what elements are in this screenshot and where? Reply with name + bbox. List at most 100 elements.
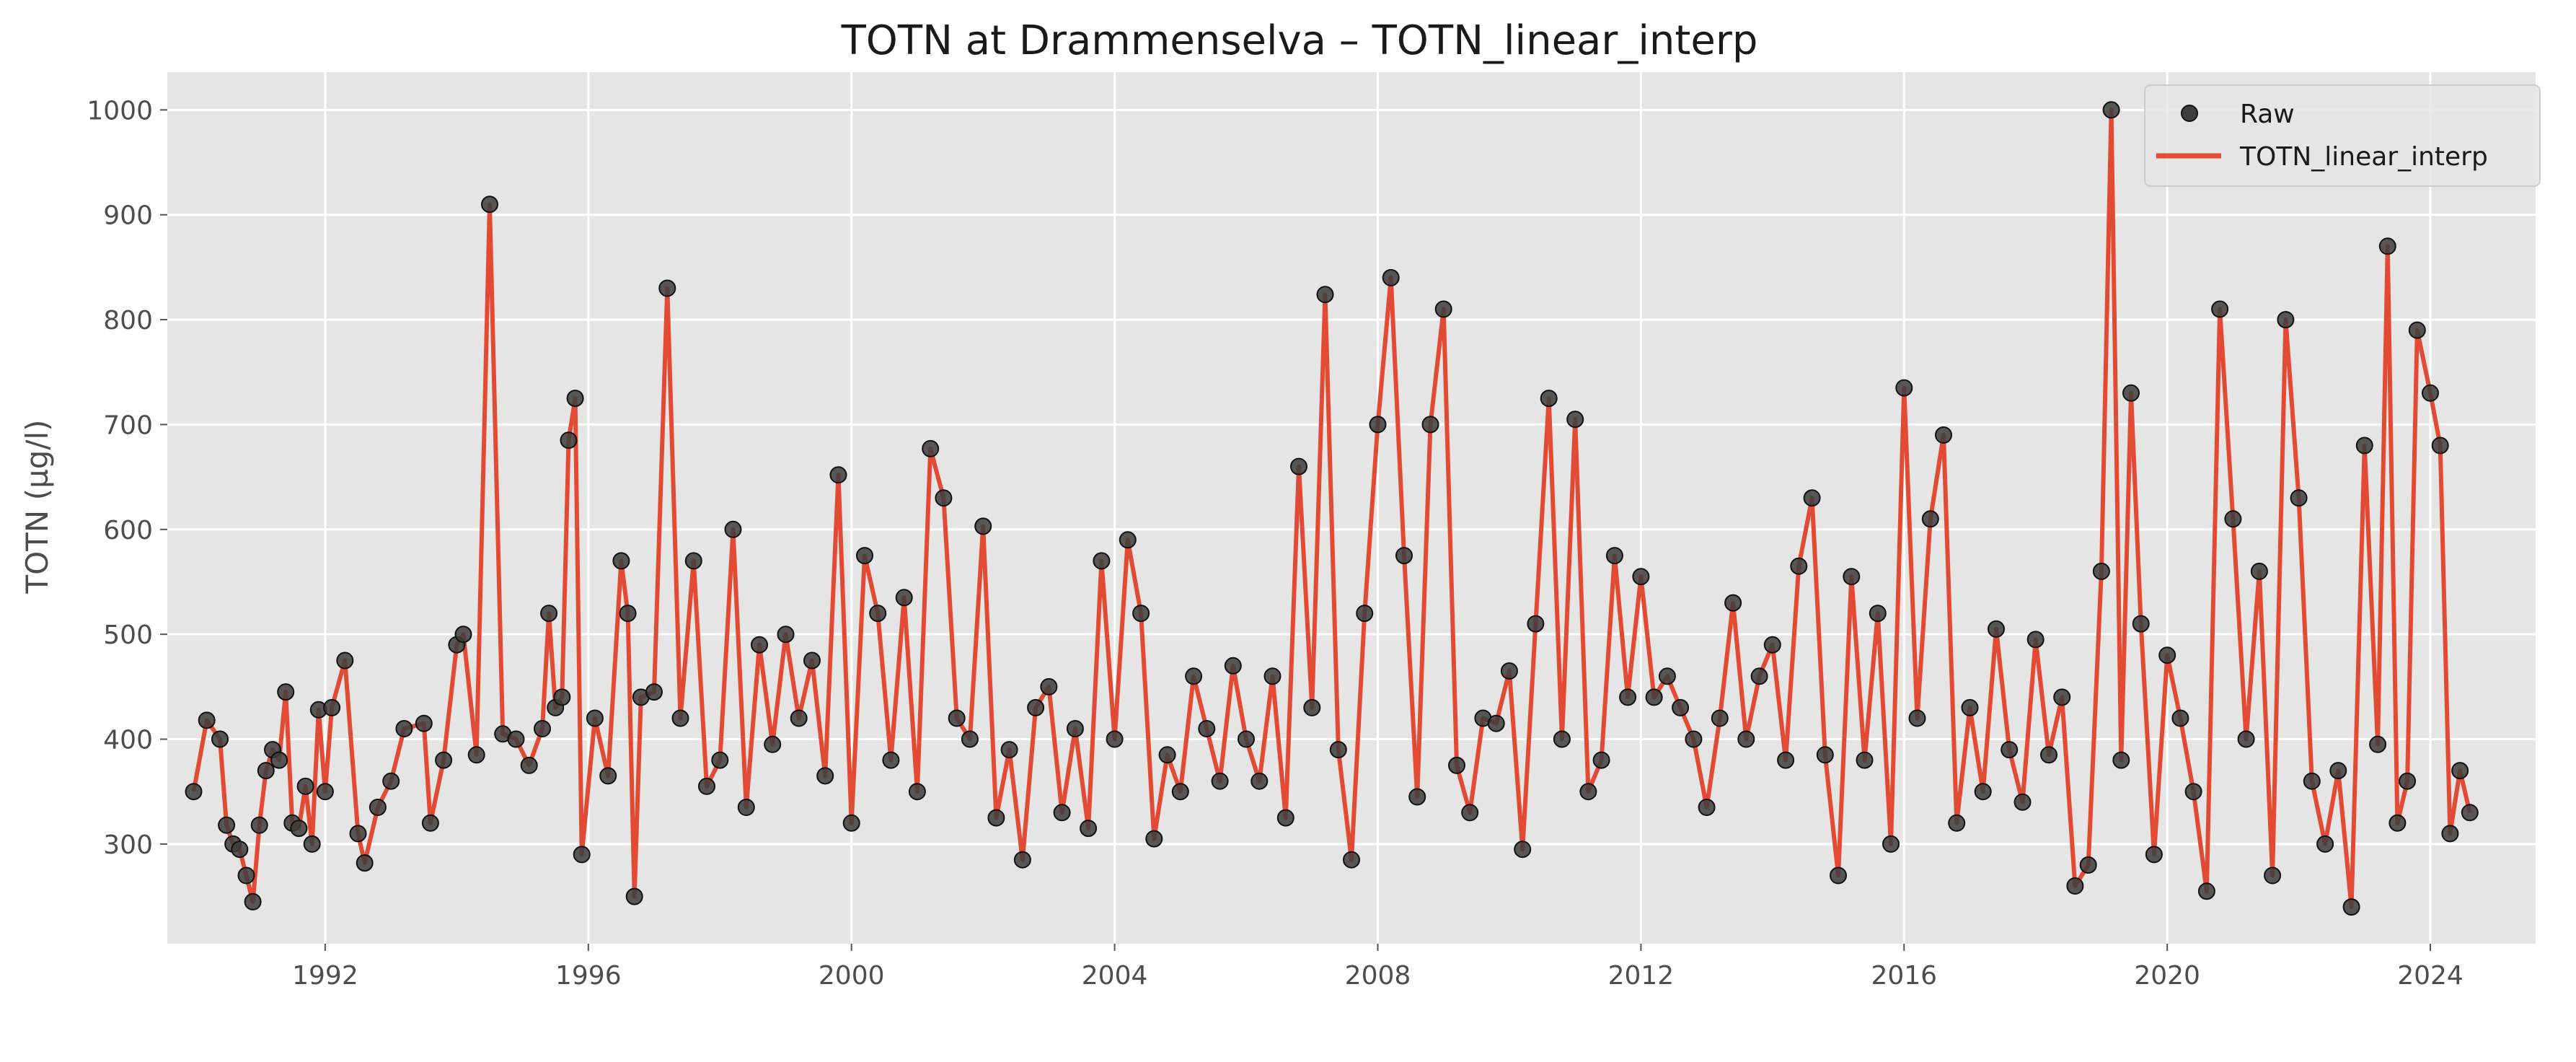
raw-point bbox=[1382, 268, 1400, 286]
raw-point bbox=[599, 767, 617, 785]
raw-point bbox=[1948, 814, 1966, 832]
raw-point bbox=[1816, 746, 1834, 764]
raw-point bbox=[534, 720, 551, 737]
raw-point bbox=[1974, 783, 1992, 801]
raw-point bbox=[277, 683, 295, 701]
raw-point bbox=[724, 520, 742, 538]
raw-point bbox=[2197, 882, 2215, 900]
raw-point bbox=[1724, 594, 1742, 612]
raw-point bbox=[1830, 866, 1847, 885]
raw-point bbox=[2132, 615, 2150, 633]
raw-point bbox=[2171, 709, 2189, 727]
raw-point bbox=[1777, 751, 1795, 769]
raw-point bbox=[711, 751, 729, 769]
raw-point bbox=[1211, 772, 1229, 790]
raw-point bbox=[2224, 510, 2242, 528]
raw-point bbox=[2112, 751, 2130, 769]
raw-point bbox=[1988, 620, 2005, 638]
raw-point bbox=[1685, 730, 1703, 748]
raw-point bbox=[1645, 688, 1663, 706]
raw-point bbox=[1592, 751, 1610, 769]
x-tick-label: 2012 bbox=[1608, 961, 1675, 991]
raw-point bbox=[237, 866, 255, 885]
raw-point bbox=[1658, 667, 1676, 685]
raw-point bbox=[1487, 714, 1505, 732]
raw-point bbox=[395, 720, 413, 737]
raw-point bbox=[1356, 605, 1374, 623]
raw-point bbox=[1803, 489, 1821, 507]
raw-point bbox=[829, 466, 847, 484]
raw-point bbox=[1514, 841, 1532, 859]
raw-point bbox=[625, 887, 643, 905]
raw-point bbox=[1500, 662, 1518, 680]
raw-point bbox=[1145, 830, 1163, 848]
raw-point bbox=[316, 783, 334, 801]
raw-point bbox=[961, 730, 979, 748]
raw-point bbox=[1053, 804, 1071, 822]
raw-point bbox=[1935, 426, 1952, 444]
raw-point bbox=[737, 799, 755, 816]
raw-point bbox=[507, 730, 525, 748]
raw-point bbox=[1856, 751, 1874, 769]
raw-point bbox=[1763, 636, 1781, 654]
raw-point bbox=[467, 746, 485, 764]
raw-point bbox=[2342, 898, 2360, 916]
raw-point bbox=[751, 636, 768, 654]
raw-point bbox=[2092, 562, 2110, 580]
raw-point bbox=[1579, 783, 1597, 801]
raw-point bbox=[231, 841, 249, 859]
raw-point bbox=[1080, 820, 1098, 838]
raw-point bbox=[296, 777, 314, 795]
raw-point bbox=[895, 589, 913, 607]
raw-point bbox=[290, 820, 308, 838]
raw-point bbox=[1895, 379, 1913, 397]
raw-point bbox=[2290, 489, 2308, 507]
raw-point bbox=[1961, 698, 1979, 716]
raw-point bbox=[1882, 835, 1900, 853]
raw-point bbox=[1921, 510, 1939, 528]
raw-point bbox=[1343, 851, 1360, 869]
y-tick-label: 500 bbox=[103, 620, 153, 650]
chart-title: TOTN at Drammenselva – TOTN_linear_inter… bbox=[841, 17, 1758, 64]
y-tick-label: 900 bbox=[103, 201, 153, 231]
raw-point bbox=[790, 709, 808, 727]
raw-point bbox=[2399, 772, 2417, 790]
raw-point bbox=[764, 735, 782, 753]
raw-point bbox=[1224, 657, 1242, 675]
raw-point bbox=[198, 711, 216, 729]
raw-point bbox=[2122, 384, 2140, 402]
legend-interp-label: TOTN_linear_interp bbox=[2239, 142, 2488, 172]
raw-point bbox=[777, 626, 795, 644]
raw-point bbox=[257, 762, 275, 780]
raw-point bbox=[250, 816, 268, 834]
x-tick-label: 2004 bbox=[1082, 961, 1148, 991]
raw-point bbox=[1276, 809, 1294, 827]
raw-point bbox=[1066, 720, 1084, 737]
x-tick-label: 1996 bbox=[555, 961, 622, 991]
raw-point bbox=[2316, 835, 2334, 853]
x-tick-label: 2020 bbox=[2134, 961, 2200, 991]
raw-point bbox=[553, 688, 571, 706]
x-tick-label: 2024 bbox=[2397, 961, 2463, 991]
raw-point bbox=[2461, 804, 2479, 822]
raw-point bbox=[349, 825, 367, 843]
raw-point bbox=[560, 431, 578, 449]
raw-point bbox=[1540, 390, 1558, 408]
legend-box bbox=[2144, 84, 2541, 187]
raw-point bbox=[336, 651, 354, 670]
raw-point bbox=[2211, 300, 2229, 318]
raw-point bbox=[612, 552, 630, 570]
raw-point bbox=[2013, 793, 2032, 811]
legend-raw-marker bbox=[2181, 105, 2198, 122]
x-tick-label: 2008 bbox=[1345, 961, 1411, 991]
raw-point bbox=[2184, 783, 2202, 801]
raw-point bbox=[1316, 286, 1334, 304]
raw-point bbox=[1843, 568, 1861, 586]
raw-point bbox=[1908, 709, 1926, 727]
raw-point bbox=[1790, 557, 1808, 575]
raw-point bbox=[1329, 741, 1347, 759]
raw-point bbox=[1369, 416, 1387, 434]
raw-point bbox=[218, 816, 236, 834]
raw-point bbox=[922, 439, 940, 457]
raw-point bbox=[2422, 384, 2439, 402]
